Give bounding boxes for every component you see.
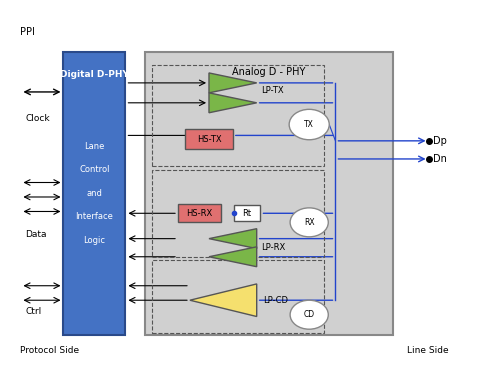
Bar	[152, 170, 324, 257]
Polygon shape	[209, 247, 257, 267]
Text: HS-TX: HS-TX	[197, 135, 221, 143]
Circle shape	[290, 208, 328, 237]
Text: Rt: Rt	[242, 209, 252, 218]
Text: LP-TX: LP-TX	[262, 86, 284, 95]
Text: Lane: Lane	[84, 142, 105, 151]
Text: Data: Data	[25, 230, 47, 239]
Text: Logic: Logic	[84, 236, 106, 245]
Text: LP-CD: LP-CD	[263, 296, 288, 305]
Text: Control: Control	[79, 165, 110, 174]
Bar	[144, 52, 393, 335]
Text: Dn: Dn	[433, 154, 447, 164]
Text: LP-RX: LP-RX	[262, 243, 286, 252]
Text: HS-RX: HS-RX	[186, 209, 213, 218]
Text: Ctrl: Ctrl	[25, 307, 41, 316]
Bar	[185, 129, 233, 149]
Polygon shape	[209, 73, 257, 93]
Circle shape	[290, 300, 328, 329]
Text: Digital D-PHY: Digital D-PHY	[60, 70, 129, 79]
Text: RX: RX	[304, 218, 314, 227]
Polygon shape	[190, 284, 257, 316]
Text: CD: CD	[304, 310, 315, 319]
Text: TX: TX	[304, 120, 314, 129]
Bar	[63, 52, 125, 335]
Text: Protocol Side: Protocol Side	[21, 346, 80, 354]
Text: Dp: Dp	[433, 136, 447, 146]
Text: Interface: Interface	[75, 212, 113, 222]
Bar	[152, 260, 324, 333]
Polygon shape	[209, 229, 257, 249]
Polygon shape	[209, 93, 257, 113]
Bar	[234, 205, 260, 222]
Bar	[178, 204, 221, 222]
Text: PPI: PPI	[21, 27, 36, 37]
Text: Analog D - PHY: Analog D - PHY	[232, 66, 305, 77]
Circle shape	[289, 110, 329, 140]
Bar	[152, 65, 324, 166]
Text: Clock: Clock	[25, 114, 50, 123]
Text: Line Side: Line Side	[407, 346, 449, 354]
Text: and: and	[86, 189, 102, 198]
